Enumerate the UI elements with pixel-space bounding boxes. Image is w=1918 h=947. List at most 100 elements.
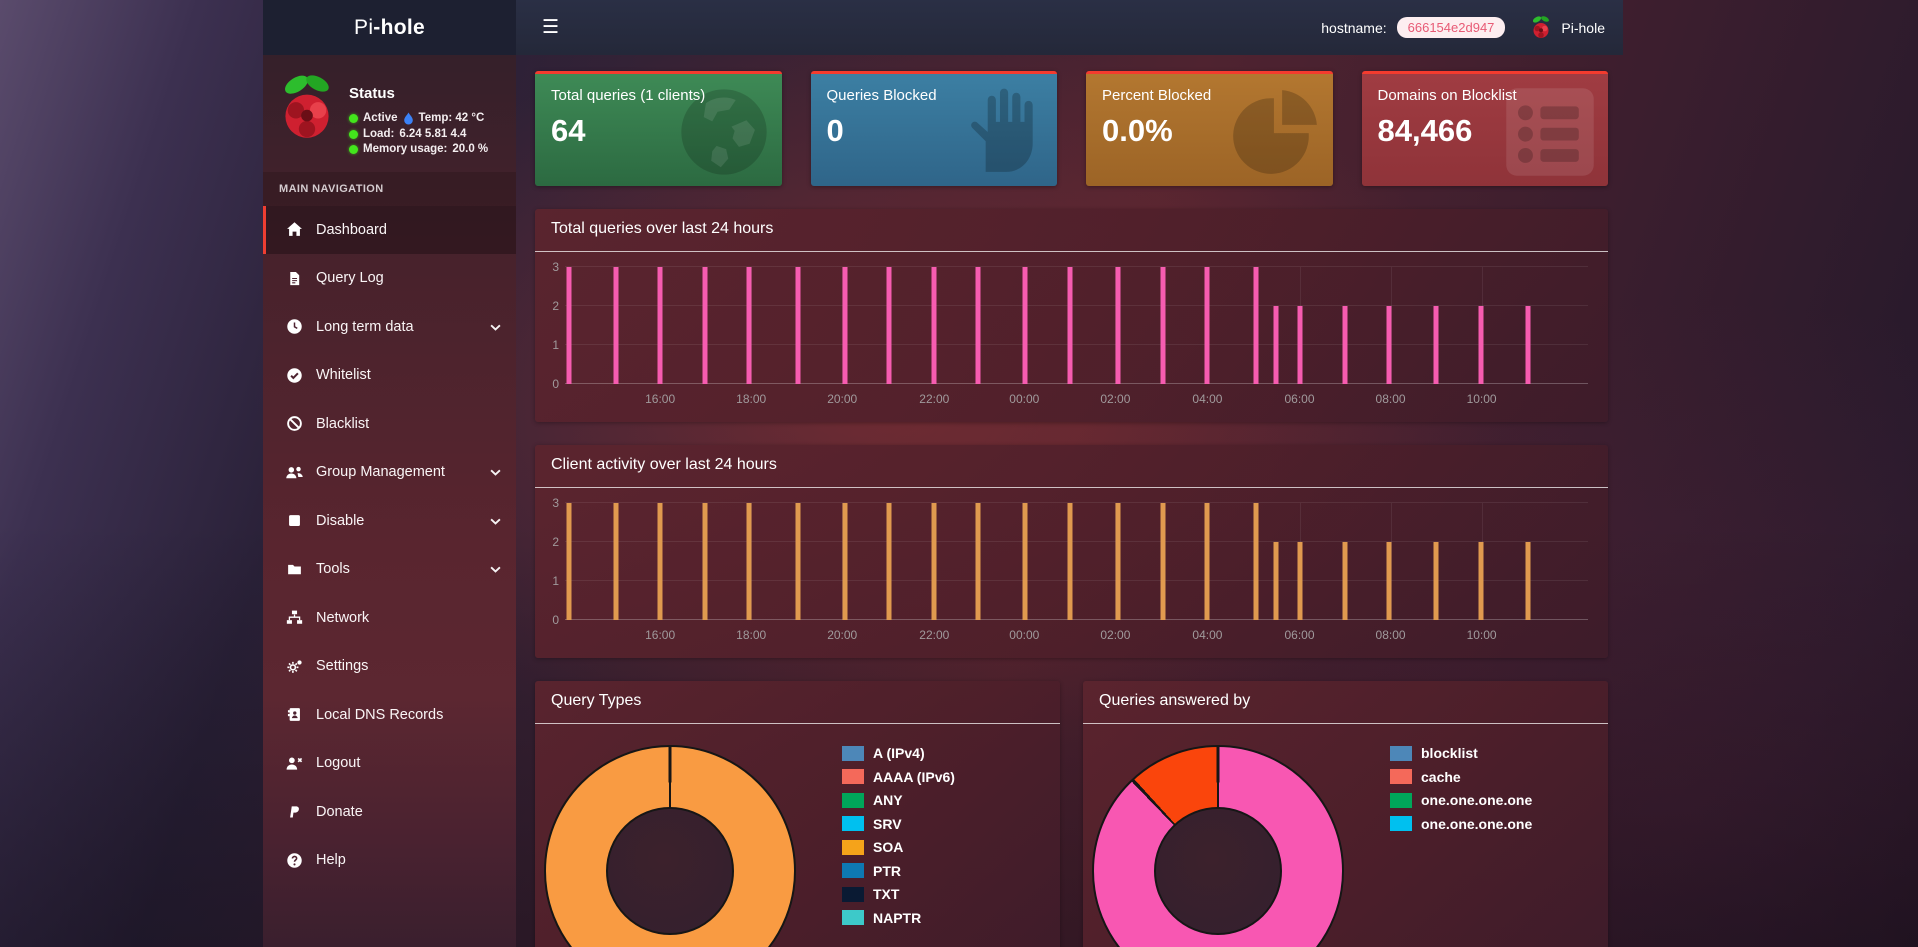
topbar: Pi-hole ☰ hostname: 666154e2d947 [263, 0, 1623, 55]
sidebar-item-donate[interactable]: Donate [263, 788, 516, 837]
legend-swatch [1390, 792, 1412, 808]
legend-item[interactable]: AAAA (IPv6) [842, 769, 955, 785]
percent-blocked-card: Percent Blocked 0.0% [1086, 71, 1333, 186]
queries-blocked-card: Queries Blocked 0 [810, 71, 1057, 186]
sidebar-item-dashboard[interactable]: Dashboard [263, 205, 516, 254]
sidebar-item-query-log[interactable]: Query Log [263, 254, 516, 303]
legend-swatch [1390, 816, 1412, 831]
legend-item[interactable]: A (IPv4) [842, 745, 955, 761]
topbar-brand: Pi-hole [1529, 15, 1605, 41]
legend-item[interactable]: blocklist [1390, 745, 1532, 761]
panel-title: Client activity over last 24 hours [535, 445, 1608, 488]
x-tick-label: 20:00 [827, 392, 858, 406]
chart-bar [842, 267, 848, 384]
legend-label: SRV [873, 815, 902, 832]
chart-bar [613, 267, 619, 384]
x-tick-label: 04:00 [1192, 628, 1223, 642]
chart-bar [702, 267, 708, 384]
chart-bar [975, 503, 981, 620]
sidebar-item-logout[interactable]: Logout [263, 739, 516, 788]
legend-item[interactable]: one.one.one.one [1390, 792, 1532, 808]
folder-icon [284, 562, 304, 577]
legend-item[interactable]: SOA [842, 839, 955, 855]
legend-item[interactable]: PTR [842, 863, 955, 879]
status-memory-row: Memory usage: 20.0 % [349, 142, 488, 158]
sidebar-item-tools[interactable]: Tools [263, 545, 516, 594]
legend-label: one.one.one.one [1421, 792, 1533, 808]
legend-item[interactable]: ANY [842, 792, 955, 808]
chart-bar [702, 503, 708, 620]
status-active-row: Active Temp: 42 °C [349, 111, 488, 127]
hostname-badge: 666154e2d947 [1396, 17, 1506, 38]
check-circle-icon [284, 367, 304, 384]
sidebar-item-local-dns-records[interactable]: Local DNS Records [263, 691, 516, 740]
x-tick-label: 04:00 [1192, 392, 1223, 406]
chevron-down-icon [490, 561, 501, 577]
chart-bar [1160, 503, 1166, 620]
card-value: 64 [551, 113, 586, 148]
sidebar-item-help[interactable]: Help [263, 836, 516, 885]
status-green-dot [349, 129, 358, 139]
logout-user-icon [284, 755, 304, 772]
chevron-down-icon [490, 464, 501, 480]
sidebar-item-group-management[interactable]: Group Management [263, 448, 516, 497]
sidebar-item-settings[interactable]: Settings [263, 642, 516, 691]
chart-bar [657, 267, 663, 384]
home-icon [284, 221, 304, 238]
chart-bar [886, 267, 892, 384]
x-tick-label: 08:00 [1375, 628, 1406, 642]
legend-item[interactable]: TXT [842, 886, 955, 902]
brand-logo[interactable]: Pi-hole [263, 0, 516, 55]
legend-item[interactable]: cache [1390, 769, 1532, 785]
y-tick-label: 2 [552, 535, 559, 550]
chart-bar [1115, 503, 1121, 620]
chart-bar [1067, 503, 1073, 620]
x-tick-label: 16:00 [645, 628, 676, 642]
legend-swatch [842, 839, 864, 855]
legend-label: PTR [873, 862, 901, 879]
sidebar-toggle-button[interactable]: ☰ [534, 12, 567, 43]
file-icon [284, 270, 304, 287]
client-activity-panel: Client activity over last 24 hours 0 1 2 3 … [535, 445, 1608, 658]
legend-label: blocklist [1421, 745, 1478, 761]
globe-icon [680, 89, 767, 175]
chart-bar [657, 503, 663, 620]
clock-icon [284, 318, 304, 335]
chart-plot-area: 0 1 2 3 [552, 496, 1588, 627]
sidebar-item-long-term-data[interactable]: Long term data [263, 303, 516, 352]
chart-plot-area: 0 1 2 3 [552, 260, 1588, 391]
status-load-row: Load: 6.24 5.81 4.4 [349, 127, 488, 143]
queries-answered-by-panel: Queries answered by blocklist cache one.on… [1083, 681, 1608, 947]
paypal-icon [284, 804, 304, 820]
chart-x-axis: 16:00 18:00 20:00 22:00 00:00 02:00 04:00 06:00… [565, 620, 1588, 644]
chart-bar [795, 503, 801, 620]
y-tick-label: 0 [552, 377, 559, 391]
legend-item[interactable]: one.one.one.one [1390, 816, 1532, 832]
pie-chart-icon [1232, 90, 1317, 174]
sidebar-item-whitelist[interactable]: Whitelist [263, 351, 516, 400]
chart-bar [975, 267, 981, 384]
sidebar-item-blacklist[interactable]: Blacklist [263, 400, 516, 449]
chart-bar [1253, 503, 1259, 620]
address-book-icon [284, 706, 304, 723]
sidebar-item-network[interactable]: Network [263, 594, 516, 643]
stop-icon [284, 513, 304, 528]
legend-swatch [1390, 745, 1412, 761]
legend-item[interactable]: NAPTR [842, 910, 955, 926]
ban-icon [284, 415, 304, 432]
raspberry-icon [1533, 15, 1550, 38]
legend-item[interactable]: SRV [842, 816, 955, 832]
x-tick-label: 16:00 [645, 392, 676, 406]
y-tick-label: 0 [552, 613, 559, 627]
legend-swatch [1390, 769, 1412, 784]
sidebar-item-disable[interactable]: Disable [263, 497, 516, 546]
chart-bar [1253, 267, 1259, 384]
chart-bar [1525, 542, 1531, 620]
status-green-dot [349, 145, 358, 155]
legend-label: cache [1421, 768, 1461, 785]
chart-x-axis: 16:00 18:00 20:00 22:00 00:00 02:00 04:00 06:00… [565, 384, 1588, 408]
chart-bar [931, 503, 937, 620]
panel-title: Queries answered by [1083, 681, 1608, 724]
legend-swatch [842, 863, 864, 878]
help-icon [284, 852, 304, 869]
